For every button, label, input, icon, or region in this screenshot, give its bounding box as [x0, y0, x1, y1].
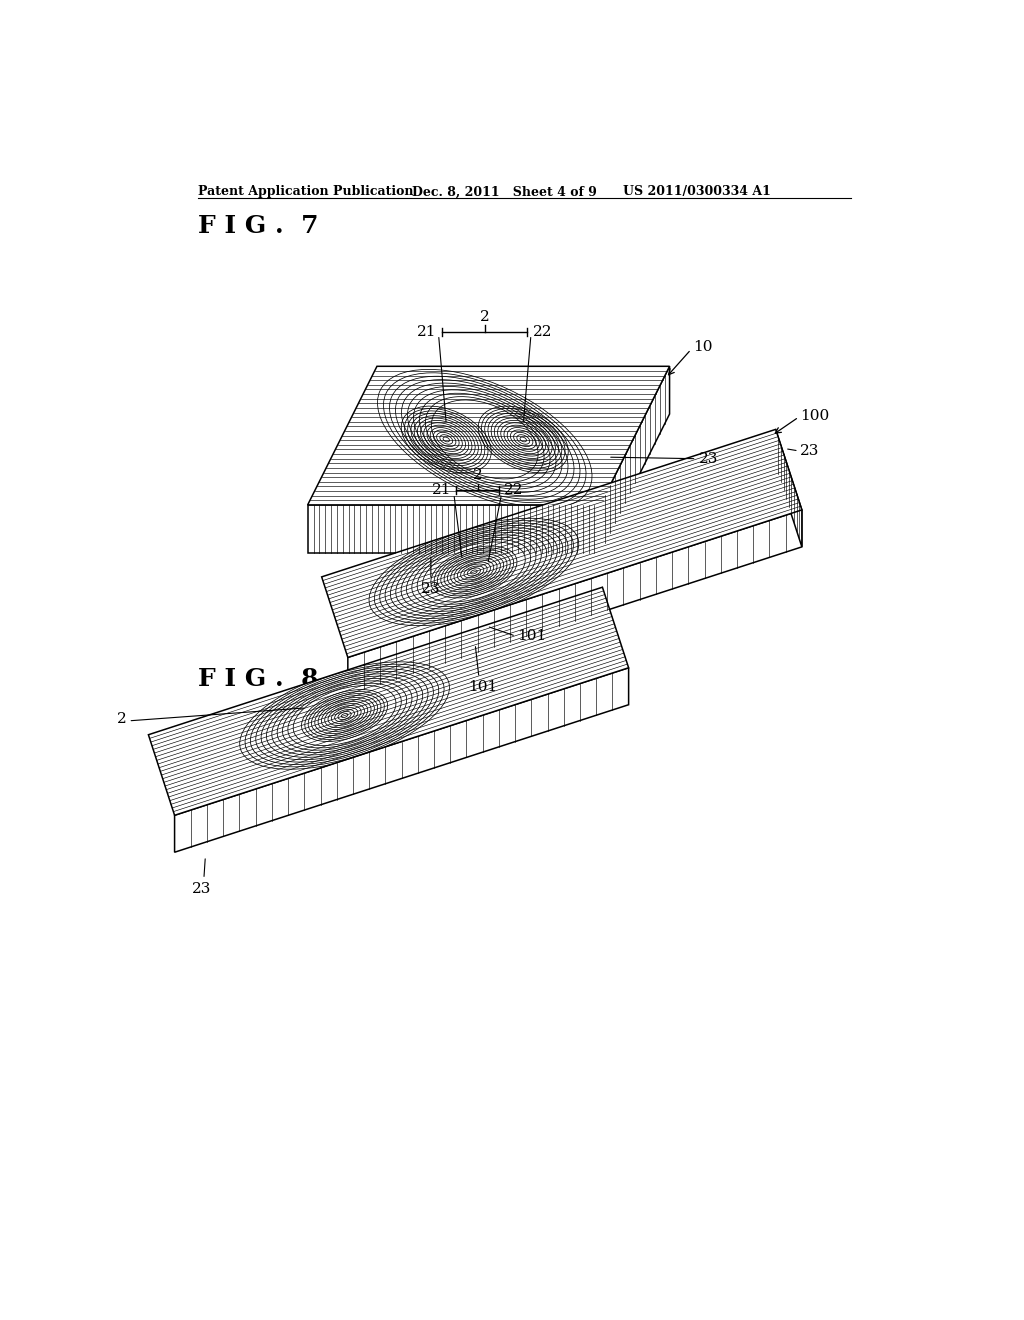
- Polygon shape: [776, 429, 802, 546]
- Polygon shape: [307, 367, 670, 506]
- Polygon shape: [348, 510, 802, 694]
- Text: Dec. 8, 2011   Sheet 4 of 9: Dec. 8, 2011 Sheet 4 of 9: [412, 185, 597, 198]
- Polygon shape: [307, 367, 670, 506]
- Text: 21: 21: [432, 483, 452, 496]
- Text: 100: 100: [801, 408, 829, 422]
- Text: 23: 23: [698, 451, 718, 466]
- Text: 101: 101: [468, 680, 498, 694]
- Text: 23: 23: [421, 582, 440, 595]
- Text: 101: 101: [517, 630, 547, 643]
- Text: 2: 2: [480, 310, 489, 323]
- Polygon shape: [600, 367, 670, 553]
- Polygon shape: [148, 587, 629, 816]
- Text: 23: 23: [191, 882, 211, 895]
- Text: F I G .  8: F I G . 8: [199, 667, 318, 690]
- Text: 21: 21: [417, 325, 436, 339]
- Polygon shape: [322, 429, 802, 657]
- Text: 22: 22: [504, 483, 523, 496]
- Text: 23: 23: [801, 444, 819, 458]
- Text: 2: 2: [473, 469, 482, 482]
- Text: US 2011/0300334 A1: US 2011/0300334 A1: [624, 185, 771, 198]
- Polygon shape: [174, 668, 629, 853]
- Text: F I G .  7: F I G . 7: [199, 214, 318, 238]
- Text: Patent Application Publication: Patent Application Publication: [199, 185, 414, 198]
- Polygon shape: [148, 587, 629, 816]
- Polygon shape: [307, 506, 600, 553]
- Text: 2: 2: [117, 713, 127, 726]
- Text: 10: 10: [692, 341, 712, 354]
- Polygon shape: [322, 429, 802, 657]
- Text: 22: 22: [534, 325, 553, 339]
